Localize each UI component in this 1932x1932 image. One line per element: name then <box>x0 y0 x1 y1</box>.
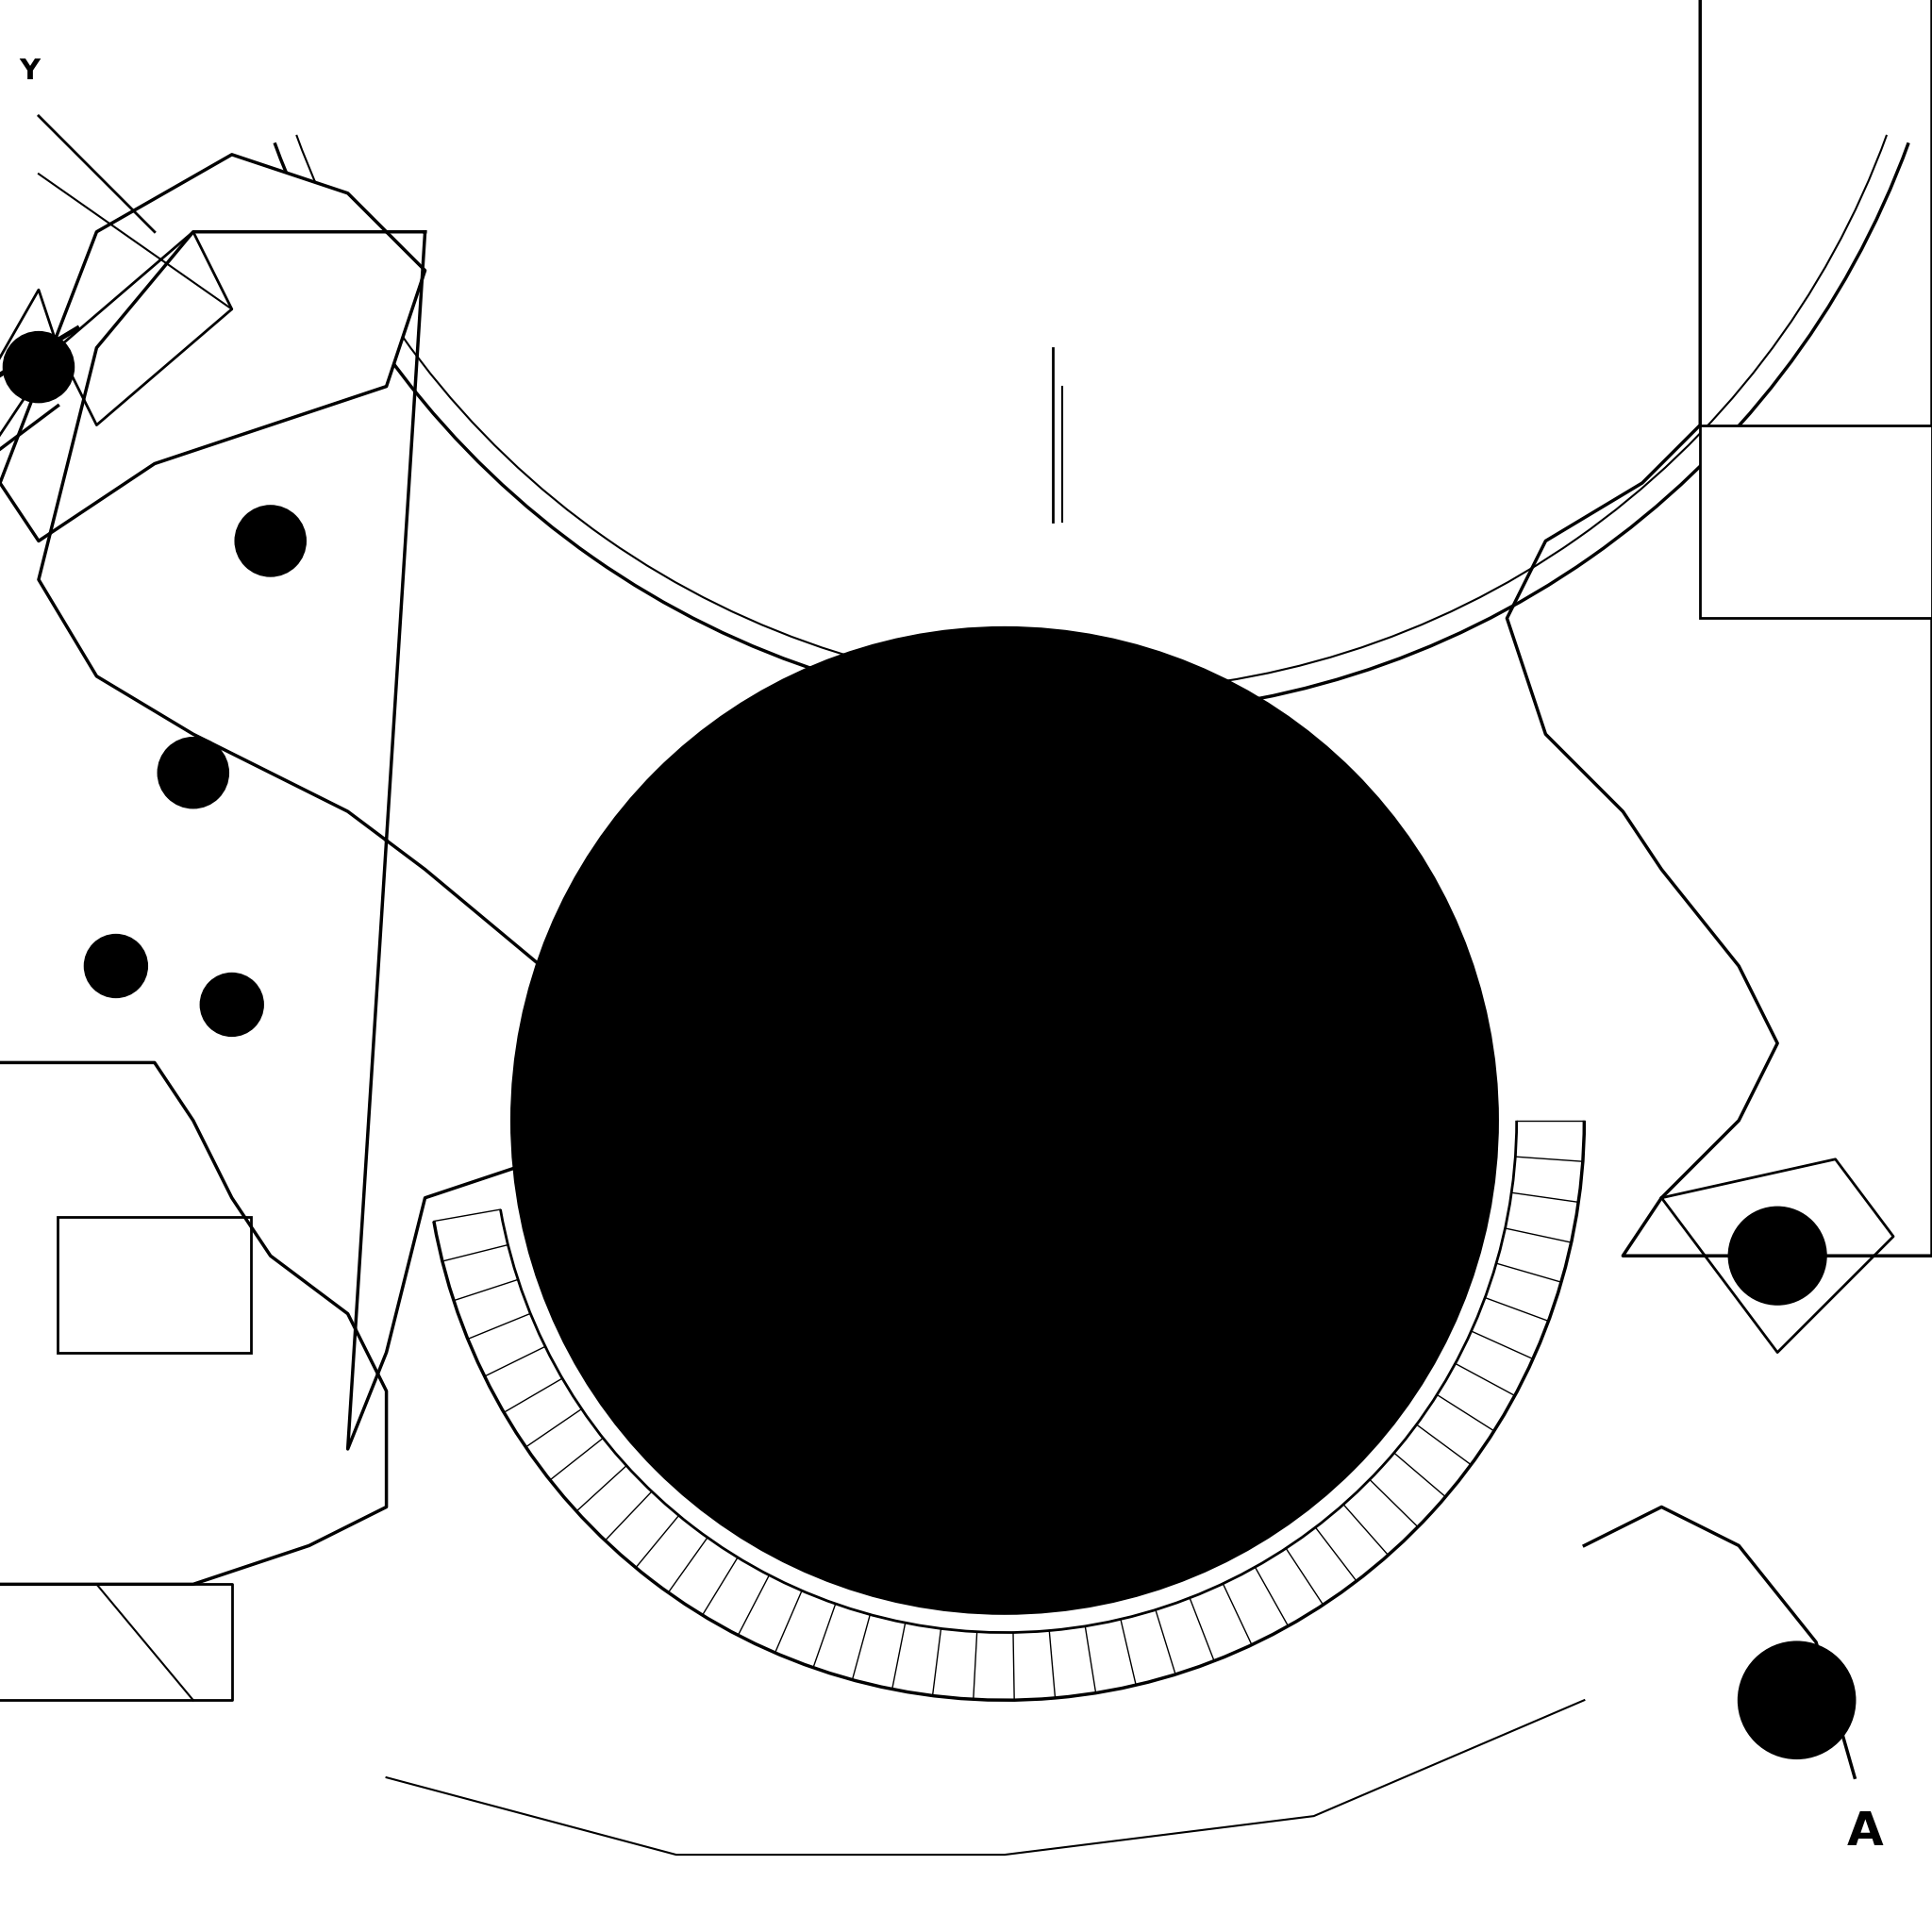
Circle shape <box>1078 1488 1148 1557</box>
Circle shape <box>568 1194 638 1264</box>
Bar <box>1700 425 1932 618</box>
Circle shape <box>201 974 263 1036</box>
Circle shape <box>1223 1097 1269 1144</box>
Circle shape <box>611 877 680 949</box>
Circle shape <box>1155 875 1182 902</box>
Circle shape <box>831 947 1179 1294</box>
Circle shape <box>1762 1665 1832 1735</box>
Bar <box>58 1217 251 1352</box>
Circle shape <box>1165 813 1192 840</box>
Circle shape <box>85 935 147 997</box>
Text: Y: Y <box>19 58 41 85</box>
Text: A: A <box>1847 1810 1884 1855</box>
Circle shape <box>761 1445 831 1515</box>
Circle shape <box>1138 846 1389 1097</box>
Circle shape <box>620 846 871 1097</box>
Circle shape <box>1729 1208 1826 1304</box>
Circle shape <box>1136 837 1163 864</box>
Circle shape <box>879 1294 1130 1546</box>
Polygon shape <box>0 155 425 541</box>
Circle shape <box>893 1009 1117 1233</box>
Circle shape <box>1101 1306 1148 1352</box>
Circle shape <box>1372 978 1441 1047</box>
Circle shape <box>860 1306 908 1352</box>
Circle shape <box>1190 846 1217 873</box>
Circle shape <box>1329 1294 1399 1364</box>
Circle shape <box>740 1097 786 1144</box>
Circle shape <box>158 738 228 808</box>
Circle shape <box>862 889 908 935</box>
Circle shape <box>236 506 305 576</box>
Circle shape <box>1101 889 1148 935</box>
Circle shape <box>512 628 1497 1613</box>
Circle shape <box>1184 885 1211 912</box>
Circle shape <box>4 332 73 402</box>
Circle shape <box>1179 726 1248 796</box>
Circle shape <box>862 684 931 753</box>
Circle shape <box>1739 1642 1855 1758</box>
